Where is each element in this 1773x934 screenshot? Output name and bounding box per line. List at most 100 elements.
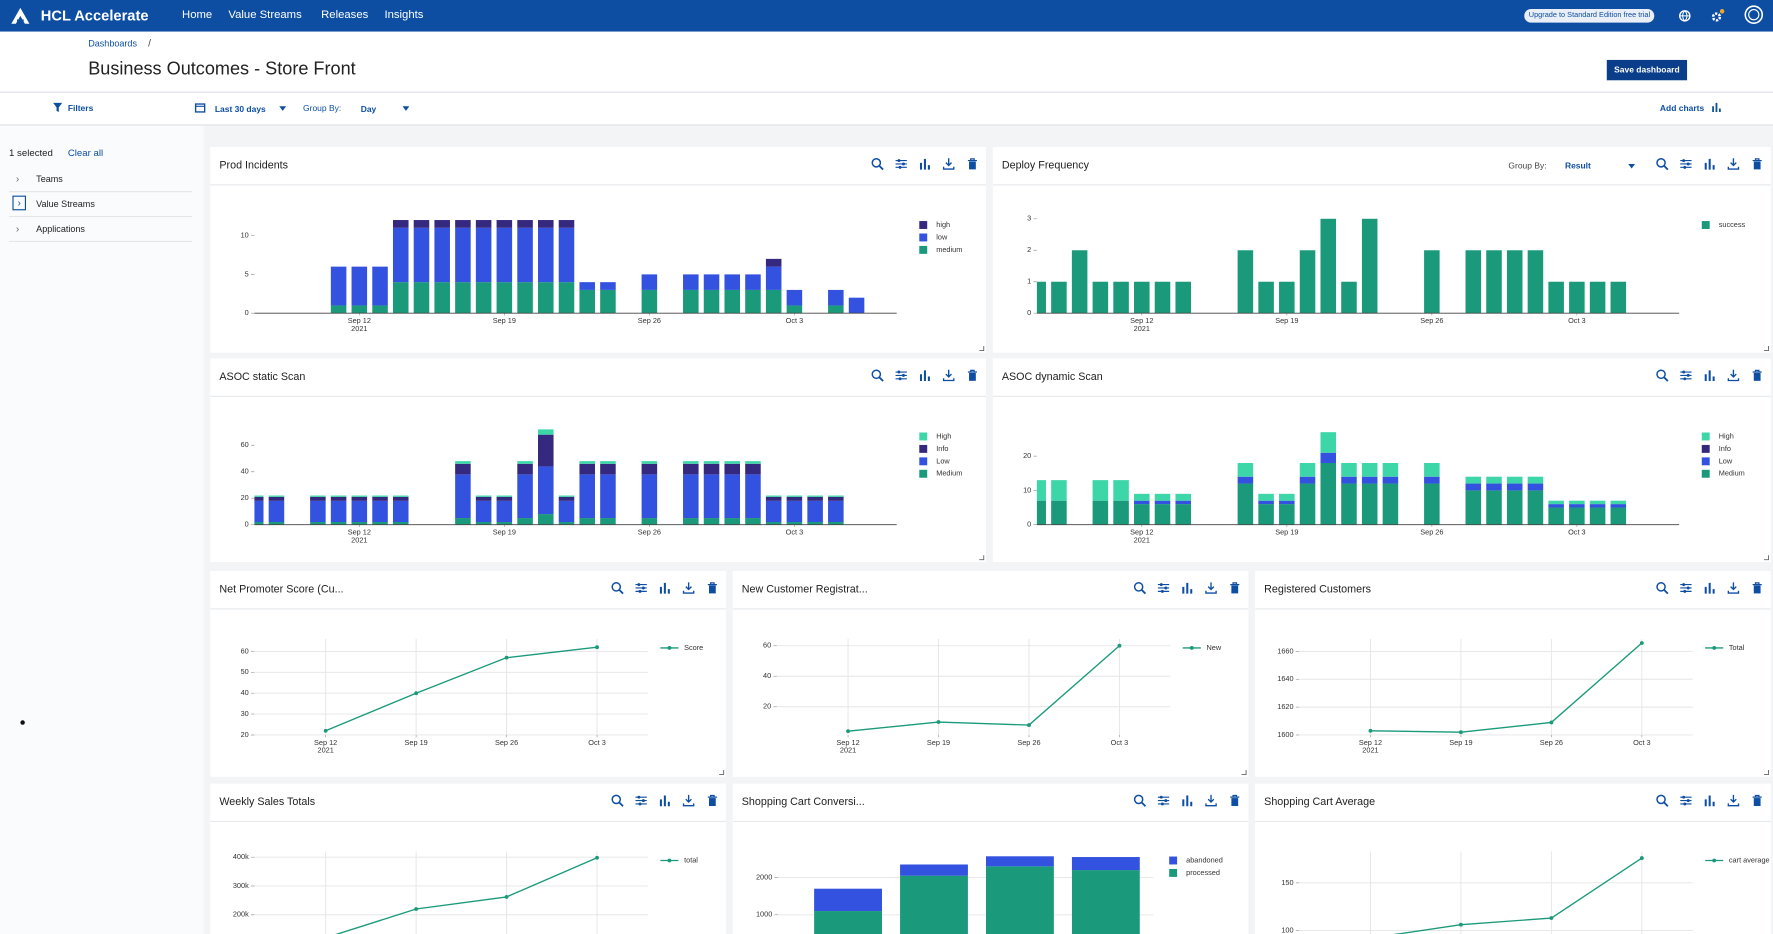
- trash-icon[interactable]: [1750, 157, 1764, 171]
- sliders-icon[interactable]: [1157, 794, 1171, 808]
- download-icon[interactable]: [1727, 581, 1741, 595]
- bars-icon[interactable]: [658, 794, 672, 808]
- breadcrumb-link[interactable]: Dashboards: [88, 38, 137, 49]
- bars-icon[interactable]: [1703, 369, 1717, 383]
- sliders-icon[interactable]: [1679, 369, 1693, 383]
- plot-area: [335, 855, 599, 934]
- zoom-icon[interactable]: [871, 369, 885, 383]
- zoom-icon[interactable]: [1655, 581, 1669, 595]
- sliders-icon[interactable]: [634, 794, 648, 808]
- selected-count: 1 selected: [9, 146, 53, 159]
- bar-segment: [1341, 483, 1357, 525]
- download-icon[interactable]: [1204, 794, 1218, 808]
- resize-handle[interactable]: [979, 346, 985, 351]
- download-icon[interactable]: [1727, 157, 1741, 171]
- add-charts-button[interactable]: Add charts: [1659, 102, 1705, 114]
- trash-icon[interactable]: [966, 369, 980, 383]
- trash-icon[interactable]: [1750, 794, 1764, 808]
- bar-segment: [1527, 476, 1544, 484]
- sliders-icon[interactable]: [1679, 794, 1693, 808]
- zoom-icon[interactable]: [1655, 157, 1669, 171]
- resize-handle[interactable]: [1763, 770, 1769, 776]
- zoom-icon[interactable]: [1655, 369, 1669, 383]
- trash-icon[interactable]: [1750, 369, 1764, 383]
- globe-icon[interactable]: [1678, 9, 1692, 23]
- zoom-icon[interactable]: [1133, 794, 1147, 808]
- trash-icon[interactable]: [966, 157, 980, 171]
- bar-segment: [1569, 500, 1585, 505]
- sliders-icon[interactable]: [634, 581, 648, 595]
- clear-all[interactable]: Clear all: [67, 146, 104, 159]
- trash-icon[interactable]: [1228, 794, 1242, 808]
- zoom-icon[interactable]: [611, 794, 625, 808]
- download-icon[interactable]: [1727, 794, 1741, 808]
- brand[interactable]: HCL Accelerate: [40, 6, 149, 24]
- group-select[interactable]: Day: [360, 104, 377, 115]
- plot-area: [1393, 856, 1644, 934]
- filters-button[interactable]: Filters: [67, 102, 94, 114]
- nav-link[interactable]: Insights: [384, 9, 424, 22]
- resize-handle[interactable]: [1763, 555, 1769, 561]
- download-icon[interactable]: [1204, 581, 1218, 595]
- bars-icon[interactable]: [658, 581, 672, 595]
- bar-segment: [1134, 493, 1150, 501]
- trash-icon[interactable]: [706, 794, 720, 808]
- resize-handle[interactable]: [1763, 346, 1769, 351]
- download-icon[interactable]: [682, 581, 696, 595]
- bar-segment: [600, 289, 616, 314]
- bars-icon[interactable]: [1703, 157, 1717, 171]
- bar-segment: [1527, 250, 1544, 314]
- trash-icon[interactable]: [706, 581, 720, 595]
- sliders-icon[interactable]: [1679, 157, 1693, 171]
- sidebar-item[interactable]: › Value Streams: [9, 191, 193, 218]
- zoom-icon[interactable]: [1133, 581, 1147, 595]
- group-select[interactable]: Result: [1564, 160, 1591, 171]
- bars-icon[interactable]: [1180, 581, 1194, 595]
- range-select[interactable]: Last 30 days: [214, 104, 266, 115]
- user-icon[interactable]: [1744, 5, 1764, 25]
- settings-icon[interactable]: [1710, 8, 1726, 24]
- bars-icon[interactable]: [1180, 794, 1194, 808]
- bars-icon[interactable]: [918, 157, 932, 171]
- sidebar-item[interactable]: › Applications: [9, 216, 193, 242]
- save-button[interactable]: Save dashboard: [1606, 59, 1688, 81]
- trash-icon[interactable]: [1228, 581, 1242, 595]
- sliders-icon[interactable]: [894, 157, 908, 171]
- bar-segment: [372, 522, 388, 525]
- resize-handle[interactable]: [719, 770, 725, 776]
- resize-handle[interactable]: [979, 555, 985, 561]
- bars-icon[interactable]: [1703, 794, 1717, 808]
- filter-icon[interactable]: [52, 102, 63, 113]
- download-icon[interactable]: [942, 369, 956, 383]
- dropdown-arrow: [402, 106, 410, 111]
- zoom-icon[interactable]: [1655, 794, 1669, 808]
- line-point: [1549, 916, 1554, 920]
- resize-handle[interactable]: [1241, 770, 1247, 776]
- download-icon[interactable]: [1727, 369, 1741, 383]
- sidebar-item[interactable]: › Teams: [9, 166, 193, 193]
- nav-link[interactable]: Value Streams: [228, 9, 302, 22]
- panel-header: Net Promoter Score (Cu...: [210, 571, 726, 610]
- bars-icon[interactable]: [1703, 581, 1717, 595]
- zoom-icon[interactable]: [871, 157, 885, 171]
- download-icon[interactable]: [942, 157, 956, 171]
- bars-icon[interactable]: [918, 369, 932, 383]
- sliders-icon[interactable]: [894, 369, 908, 383]
- x-tick-label: Sep 19: [493, 316, 516, 325]
- legend-swatch: [919, 245, 928, 254]
- sliders-icon[interactable]: [1157, 581, 1171, 595]
- zoom-icon[interactable]: [611, 581, 625, 595]
- bar-segment: [1134, 281, 1150, 314]
- trash-icon[interactable]: [1750, 581, 1764, 595]
- panel-toolbar: [1652, 369, 1764, 383]
- nav-link[interactable]: Home: [182, 9, 213, 22]
- upgrade-button[interactable]: Upgrade to Standard Edition free trial: [1524, 9, 1655, 23]
- bar-segment: [1036, 281, 1046, 314]
- bar-segment: [1071, 870, 1140, 934]
- legend-label: cart average: [1729, 855, 1770, 864]
- sliders-icon[interactable]: [1679, 581, 1693, 595]
- page-title: Business Outcomes - Store Front: [88, 59, 356, 80]
- nav-link[interactable]: Releases: [321, 9, 369, 22]
- download-icon[interactable]: [682, 794, 696, 808]
